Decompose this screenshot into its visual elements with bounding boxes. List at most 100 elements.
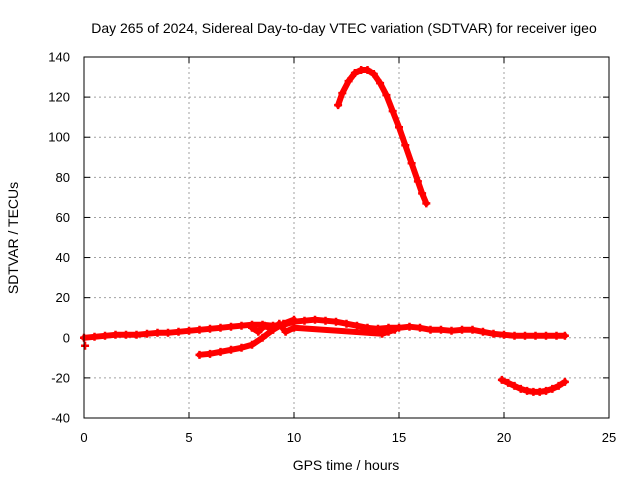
data-point	[281, 327, 290, 336]
data-point	[290, 315, 298, 324]
data-point	[458, 325, 466, 334]
data-point	[378, 329, 387, 338]
chart-title: Day 265 of 2024, Sidereal Day-to-day VTE…	[91, 20, 597, 36]
data-point	[521, 331, 529, 340]
data-point	[407, 159, 416, 168]
series-line	[335, 67, 430, 207]
data-point	[216, 347, 225, 356]
data-point	[447, 326, 456, 335]
data-point	[426, 325, 435, 334]
data-point	[237, 343, 246, 352]
data-point	[185, 326, 193, 335]
data-point	[153, 328, 162, 337]
data-point	[237, 321, 246, 330]
data-point	[489, 329, 498, 338]
plot-frame	[83, 56, 610, 419]
data-point	[300, 316, 309, 325]
x-tick-label: 15	[392, 430, 406, 445]
data-point	[395, 123, 403, 132]
x-tick-label: 25	[602, 430, 616, 445]
data-point	[376, 79, 385, 88]
axis-ticks: -40 -20 0 20 40 60 80 100 120 140 0 5 10 15 20 25	[48, 50, 616, 446]
data-point	[122, 330, 130, 339]
series-high-arc	[334, 66, 431, 208]
data-point	[258, 333, 267, 342]
data-point	[468, 325, 477, 334]
data-point	[248, 340, 256, 349]
data-point	[111, 330, 120, 339]
data-point	[542, 386, 550, 395]
data-point	[422, 199, 431, 208]
data-point	[516, 384, 525, 393]
data-point	[269, 325, 277, 334]
data-point	[132, 330, 141, 339]
data-point	[143, 329, 151, 338]
data-point	[227, 322, 235, 331]
y-tick-label: -40	[51, 411, 70, 426]
data-point	[382, 91, 391, 100]
data-point	[390, 325, 399, 334]
data-point	[206, 349, 214, 358]
y-tick-label: 120	[48, 90, 70, 105]
grid	[84, 57, 609, 418]
series-mid-noise	[248, 319, 399, 338]
data-point	[401, 141, 410, 150]
data-point	[405, 322, 414, 331]
data-point	[554, 381, 563, 390]
data-point	[479, 327, 487, 336]
data-point	[174, 327, 183, 336]
data-point	[195, 350, 204, 359]
data-point	[260, 321, 269, 330]
data-series	[80, 66, 569, 396]
data-point	[342, 319, 351, 328]
data-point	[101, 331, 109, 340]
data-point	[195, 325, 204, 334]
data-point	[254, 327, 263, 336]
data-point	[344, 77, 353, 86]
data-point	[164, 328, 172, 337]
data-point	[500, 330, 508, 339]
data-point	[363, 66, 372, 75]
data-point	[384, 327, 393, 336]
data-point	[290, 323, 298, 332]
data-point	[248, 323, 256, 332]
x-axis-label: GPS time / hours	[293, 457, 400, 473]
y-tick-label: 140	[48, 50, 70, 65]
data-point	[350, 69, 359, 78]
data-point	[510, 381, 519, 390]
x-tick-label: 10	[287, 430, 301, 445]
data-point	[560, 377, 569, 386]
data-point	[332, 317, 340, 326]
data-point	[321, 316, 330, 325]
x-tick-label: 20	[497, 430, 511, 445]
data-point	[548, 384, 557, 393]
y-tick-label: 0	[63, 330, 70, 345]
data-point	[353, 321, 361, 330]
data-point	[510, 331, 519, 340]
y-tick-label: 80	[56, 170, 70, 185]
data-point	[497, 375, 506, 384]
y-tick-label: 40	[56, 250, 70, 265]
data-point	[311, 315, 319, 324]
data-point	[206, 324, 214, 333]
data-point	[81, 341, 90, 350]
data-point	[418, 189, 427, 198]
y-axis-label: SDTVAR / TECUs	[5, 182, 21, 294]
data-point	[504, 378, 513, 387]
data-point	[416, 323, 424, 332]
data-point	[338, 89, 347, 98]
data-point	[531, 331, 540, 340]
data-point	[413, 177, 422, 186]
data-point	[560, 331, 569, 340]
data-point	[275, 319, 284, 328]
data-point	[369, 70, 378, 79]
data-point	[90, 332, 99, 341]
series-low-dip	[497, 375, 569, 396]
data-point	[216, 323, 225, 332]
data-point	[542, 331, 550, 340]
y-tick-label: 100	[48, 130, 70, 145]
x-tick-label: 5	[185, 430, 192, 445]
series-outlier	[81, 341, 90, 350]
y-tick-label: -20	[51, 370, 70, 385]
